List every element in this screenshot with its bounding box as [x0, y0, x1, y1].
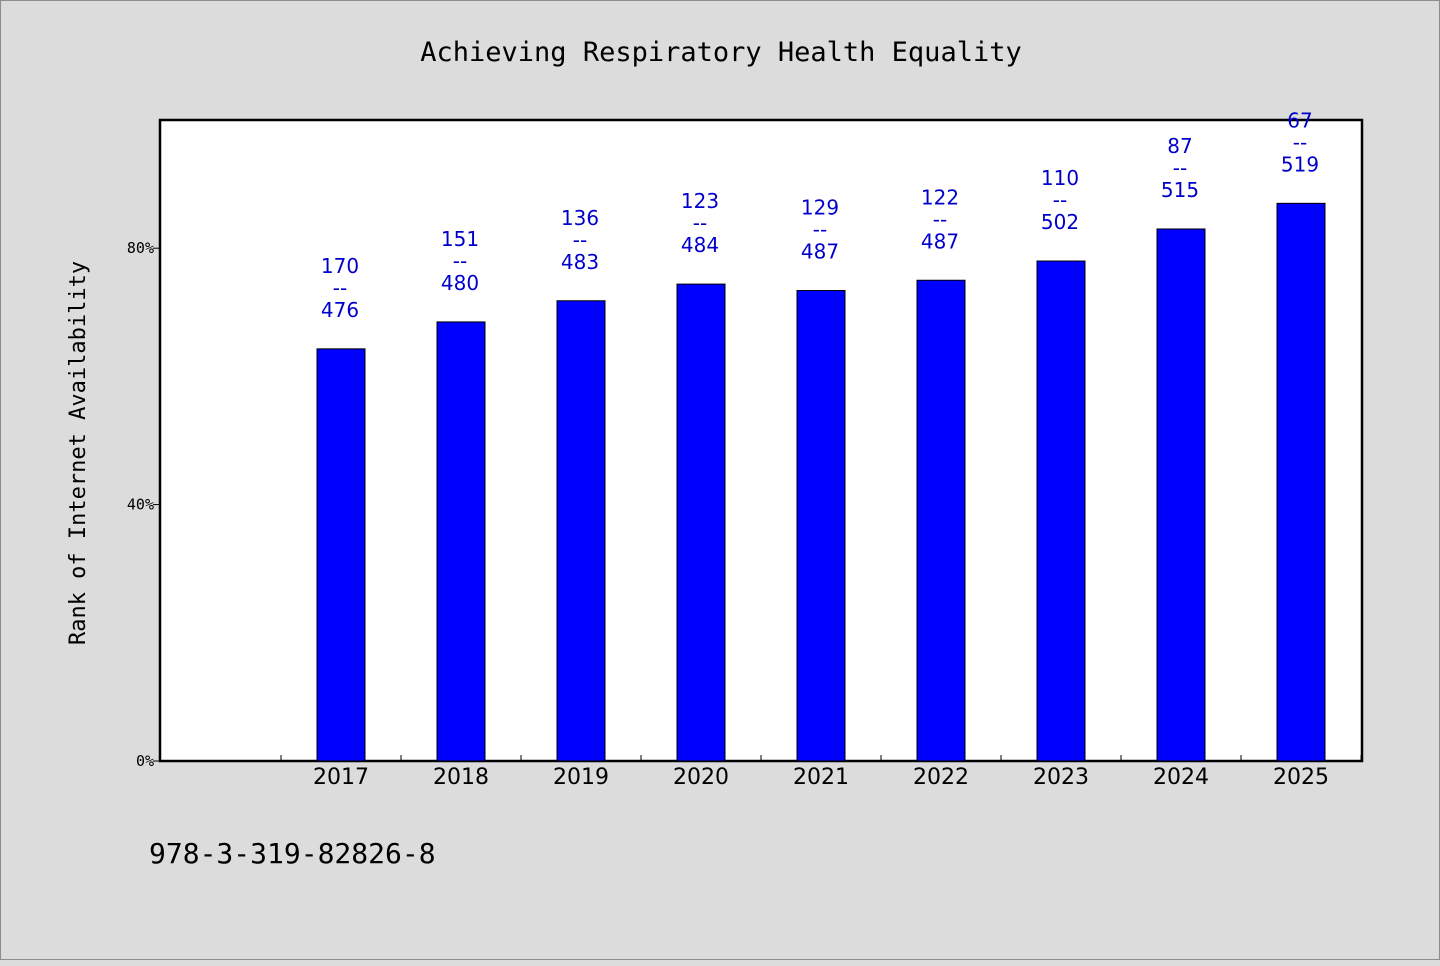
x-tick-label: 2018	[433, 765, 489, 790]
x-tick-label: 2017	[313, 765, 369, 790]
data-label: --	[1293, 130, 1307, 154]
x-tick-label: 2022	[913, 765, 969, 790]
data-label: 483	[561, 250, 599, 274]
y-axis: 0% 40% 80%	[127, 239, 160, 770]
data-label: 122	[921, 185, 959, 209]
bar	[436, 321, 486, 762]
x-tick-label: 2020	[673, 765, 729, 790]
x-tick-label: 2025	[1273, 765, 1329, 790]
data-label: 136	[561, 206, 599, 230]
data-label: --	[453, 249, 467, 273]
data-label: --	[333, 276, 347, 300]
data-label: 519	[1281, 152, 1319, 176]
data-label: 502	[1041, 210, 1079, 234]
data-label: 87	[1167, 134, 1192, 158]
bar	[916, 279, 966, 762]
data-label: --	[933, 207, 947, 231]
data-label: --	[813, 218, 827, 242]
data-label: --	[693, 211, 707, 235]
data-label: 151	[441, 227, 479, 251]
data-label: 476	[321, 298, 359, 322]
data-label: 487	[801, 240, 839, 264]
bar	[796, 290, 846, 762]
data-label: 123	[681, 189, 719, 213]
chart-title: Achieving Respiratory Health Equality	[420, 37, 1021, 68]
y-tick-label: 40%	[127, 496, 154, 514]
x-tick-label: 2019	[553, 765, 609, 790]
data-label: 480	[441, 271, 479, 295]
bar	[1156, 228, 1206, 762]
data-label: --	[573, 228, 587, 252]
data-label: 129	[801, 196, 839, 220]
data-label: 110	[1041, 166, 1079, 190]
x-tick-label: 2021	[793, 765, 849, 790]
y-axis-label: Rank of Internet Availability	[66, 261, 91, 645]
bar	[1276, 202, 1326, 762]
footer-isbn: 978-3-319-82826-8	[149, 837, 436, 870]
bar	[556, 300, 606, 762]
x-axis: 2017 2018 2019 2020 2021 2022 2023 2024 2025	[280, 755, 1362, 790]
x-tick-label: 2023	[1033, 765, 1089, 790]
data-label: 484	[681, 233, 719, 257]
y-tick-label: 0%	[136, 752, 154, 770]
x-tick-label: 2024	[1153, 765, 1209, 790]
bar	[676, 283, 726, 762]
data-label: 515	[1161, 178, 1199, 202]
data-label: 487	[921, 229, 959, 253]
data-label-group: 170--476151--480136--483123--484129--487…	[321, 108, 1319, 322]
bar	[1036, 260, 1086, 762]
data-label: --	[1053, 188, 1067, 212]
data-label: 67	[1287, 108, 1312, 132]
y-tick-label: 80%	[127, 239, 154, 257]
data-label: 170	[321, 254, 359, 278]
bar-series	[316, 202, 1326, 762]
data-label: --	[1173, 156, 1187, 180]
bar	[316, 348, 366, 762]
